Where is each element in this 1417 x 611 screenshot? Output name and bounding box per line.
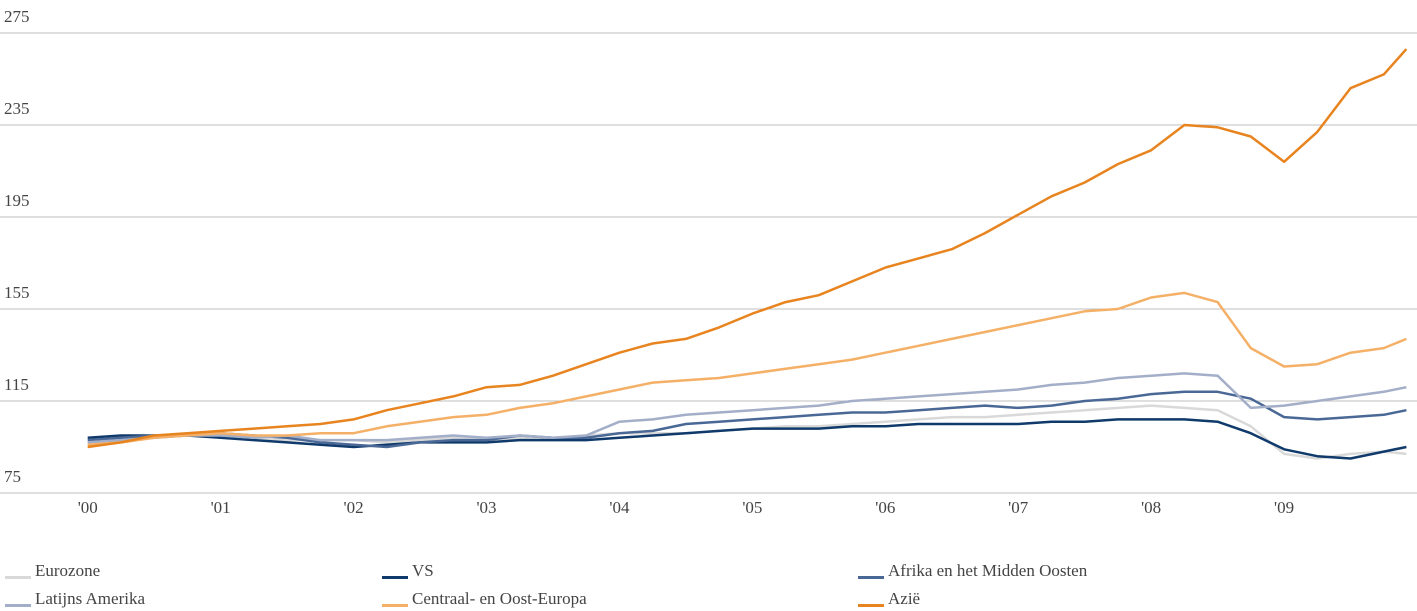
y-tick-label: 75 [4, 467, 21, 486]
x-tick-label: '08 [1141, 498, 1161, 517]
x-tick-label: '04 [609, 498, 630, 517]
legend-swatch [858, 576, 884, 579]
y-tick-label: 155 [4, 283, 30, 302]
legend-swatch [382, 604, 408, 607]
x-tick-label: '09 [1274, 498, 1294, 517]
x-tick-label: '07 [1008, 498, 1029, 517]
legend-label: Eurozone [35, 561, 100, 580]
series-line [87, 418, 1407, 460]
series-line [87, 291, 1407, 446]
series-line [87, 372, 1407, 444]
legend-label: Latijns Amerika [35, 589, 145, 608]
legend-swatch [5, 576, 31, 579]
x-tick-label: '00 [78, 498, 98, 517]
x-tick-label: '03 [476, 498, 496, 517]
y-tick-label: 235 [4, 99, 30, 118]
y-tick-label: 275 [4, 7, 30, 26]
legend-label: Centraal- en Oost-Europa [412, 589, 587, 608]
y-tick-label: 115 [4, 375, 29, 394]
series-line [87, 390, 1407, 449]
series-line [87, 48, 1408, 449]
x-tick-label: '05 [742, 498, 762, 517]
legend-label: VS [412, 561, 434, 580]
legend-label: Azië [888, 589, 920, 608]
y-tick-label: 195 [4, 191, 30, 210]
legend-swatch [382, 576, 408, 579]
x-tick-label: '02 [344, 498, 364, 517]
legend-swatch [858, 604, 884, 607]
x-tick-label: '01 [211, 498, 231, 517]
x-tick-label: '06 [875, 498, 895, 517]
legend-swatch [5, 604, 31, 607]
legend-label: Afrika en het Midden Oosten [888, 561, 1088, 580]
series-line [87, 404, 1407, 460]
